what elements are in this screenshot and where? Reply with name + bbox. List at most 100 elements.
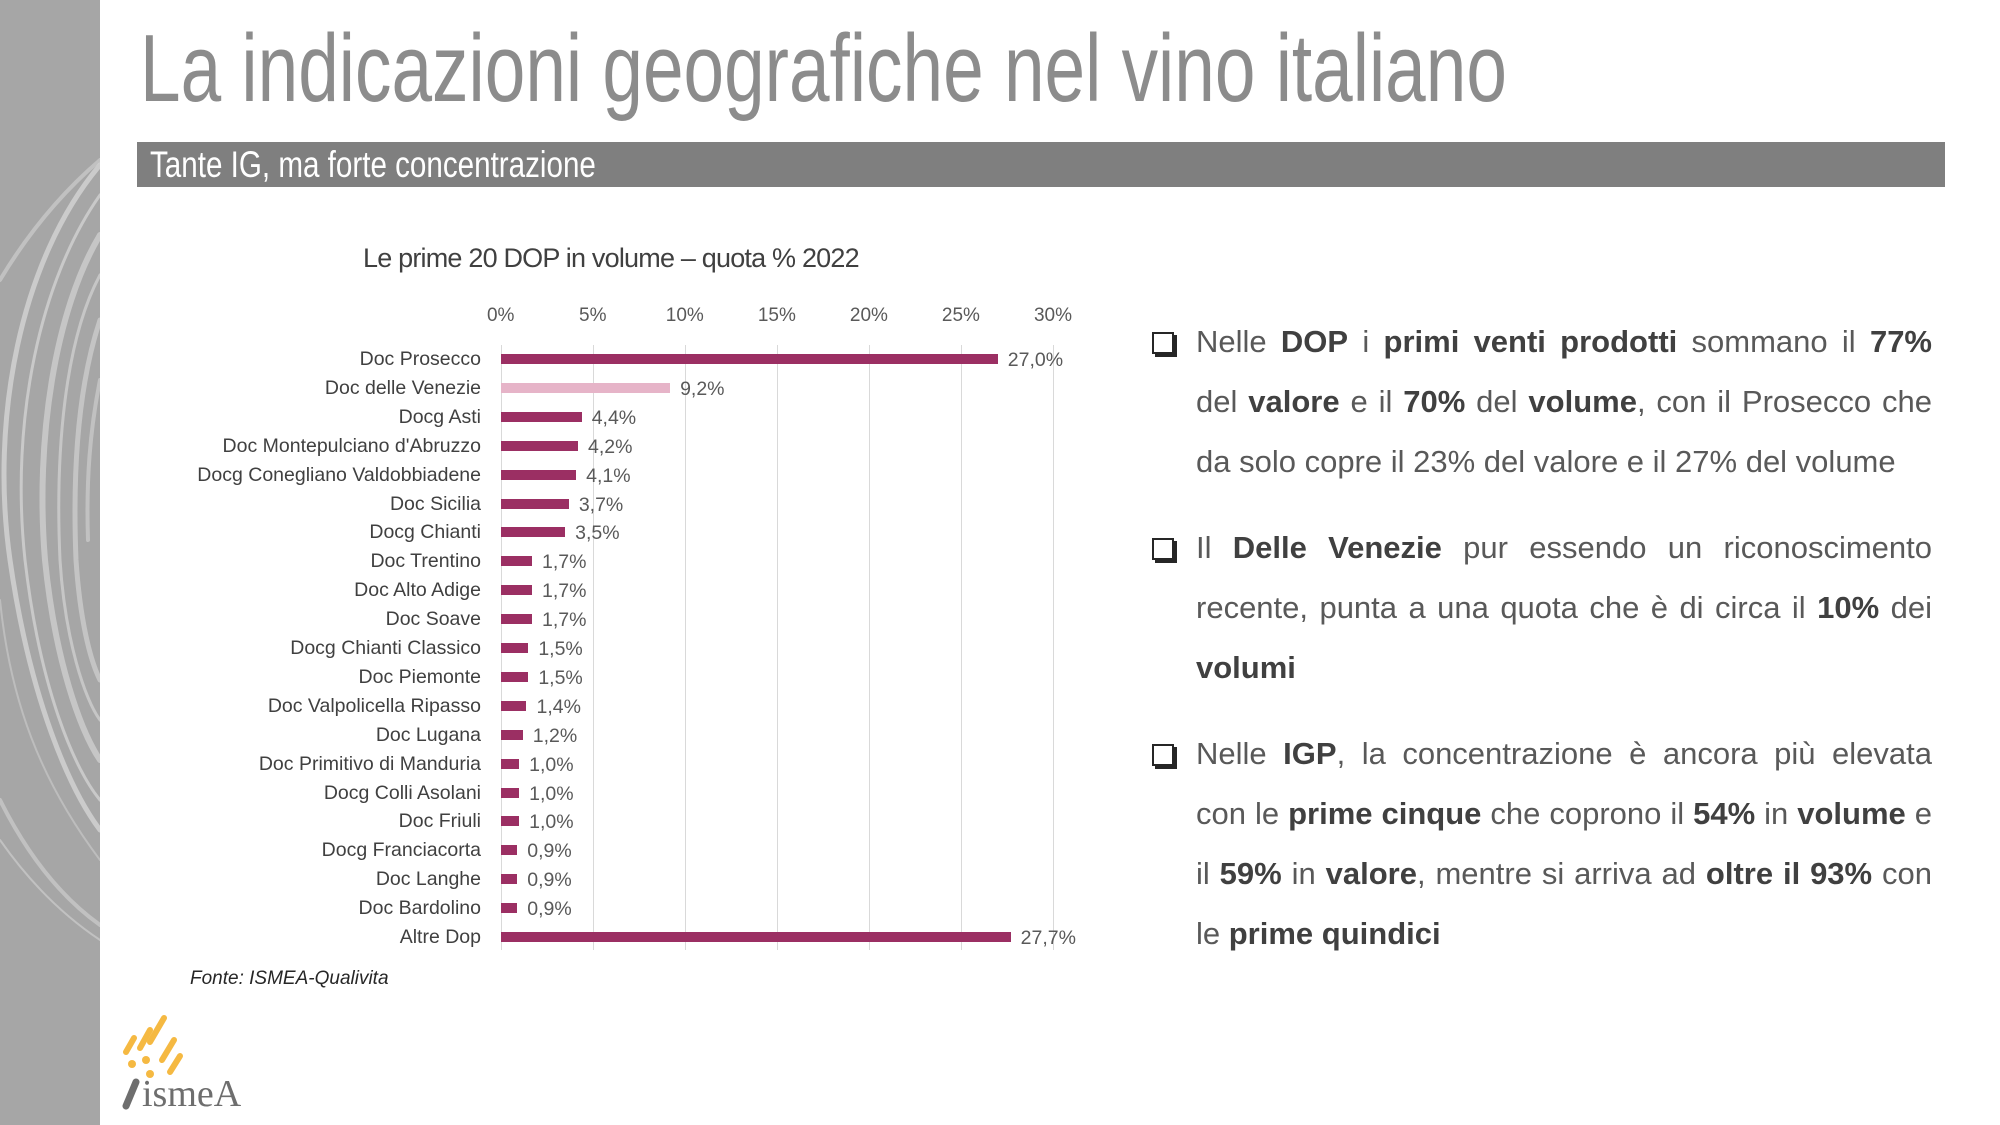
bullet-text: , mentre si arriva ad [1416, 856, 1706, 891]
value-label: 0,9% [527, 869, 572, 892]
gridline [1053, 345, 1054, 950]
category-label: Docg Colli Asolani [323, 781, 481, 804]
bullet-text: Nelle [1196, 324, 1281, 359]
bullet-text: e il [1196, 796, 1933, 891]
value-label: 0,9% [527, 840, 572, 863]
bullet-text: sommano il [1677, 324, 1870, 359]
category-label: Doc Langhe [375, 868, 481, 891]
category-label: Doc delle Venezie [324, 376, 481, 399]
svg-text:ismeA: ismeA [142, 1073, 242, 1115]
bar [500, 614, 532, 625]
bullet-text: Il [1196, 530, 1233, 565]
x-tick-label: 5% [579, 305, 607, 326]
category-label: Doc Lugana [375, 723, 481, 746]
value-label: 3,7% [578, 493, 624, 516]
bullet-text: che coprono il [1481, 796, 1694, 831]
value-label: 1,0% [529, 753, 574, 776]
bullet-emphasis: volumi [1196, 650, 1296, 685]
bullet-emphasis: Delle Venezie [1232, 530, 1442, 565]
bar [500, 671, 529, 682]
ismea-logo: ismeA [112, 1010, 282, 1120]
bar [500, 903, 518, 914]
bar [500, 382, 671, 393]
category-label: Doc Primitivo di Manduria [258, 752, 481, 775]
bullet-emphasis: valore [1325, 856, 1417, 891]
category-label: Doc Valpolicella Ripasso [267, 694, 481, 717]
slide-title: La indicazioni geografiche nel vino ital… [140, 15, 1507, 122]
bar [500, 556, 532, 567]
gridline [777, 345, 778, 950]
category-label: Doc Friuli [398, 810, 481, 833]
bullet-text: , con il Prosecco che da solo copre il 2… [1196, 384, 1932, 479]
bar [500, 527, 566, 538]
bar [500, 469, 577, 480]
bullet-emphasis: prime quindici [1228, 916, 1441, 951]
bar [500, 874, 518, 885]
x-tick-label: 10% [665, 305, 704, 326]
bullet-list: Nelle DOP i primi venti prodotti sommano… [1150, 312, 1932, 990]
chart-title: Le prime 20 DOP in volume – quota % 2022 [363, 243, 860, 273]
bar [500, 440, 578, 451]
bullet-text: Nelle [1196, 736, 1284, 771]
category-label: Doc Sicilia [389, 492, 481, 515]
bullet-text: del [1196, 384, 1249, 419]
arc-decoration-icon [0, 158, 100, 941]
bullet-emphasis: volume [1797, 796, 1906, 831]
value-label: 4,2% [588, 435, 633, 458]
bullet-emphasis: prime cinque [1288, 796, 1482, 831]
category-label: Docg Asti [398, 405, 481, 428]
value-label: 3,5% [575, 522, 620, 545]
bullet-text: pur essendo un riconoscimento recente, p… [1196, 530, 1932, 625]
bar [500, 411, 582, 422]
bullet-text: i [1348, 324, 1384, 359]
source-note: Fonte: ISMEA-Qualivita [190, 968, 389, 989]
x-tick-label: 15% [757, 305, 796, 326]
value-label: 1,5% [538, 666, 583, 689]
bar [500, 700, 527, 711]
bullet-emphasis: 59% [1219, 856, 1282, 891]
bullet-text: , la concentrazione è ancora più elevata… [1196, 736, 1932, 831]
value-label: 27,7% [1020, 927, 1076, 949]
category-label: Doc Bardolino [358, 897, 481, 920]
value-label: 4,1% [586, 464, 631, 487]
category-label: Doc Alto Adige [354, 579, 481, 602]
bar [500, 758, 520, 769]
gridline [593, 345, 594, 950]
value-label: 1,7% [541, 609, 587, 632]
bar [500, 498, 569, 509]
value-label: 1,5% [538, 638, 583, 660]
bullet-text: del [1465, 384, 1529, 419]
checkbox-bullet-icon [1152, 538, 1174, 560]
category-label: Doc Soave [385, 608, 481, 631]
bullet-text: in [1281, 856, 1326, 891]
value-label: 1,2% [532, 724, 578, 747]
bar [500, 816, 520, 827]
value-label: 1,0% [529, 811, 574, 834]
x-tick-label: 20% [849, 305, 888, 326]
slide-subtitle: Tante IG, ma forte concentrazione [150, 144, 596, 185]
value-label: 1,7% [541, 580, 587, 603]
bar [500, 845, 518, 856]
bullet-text: con le [1196, 856, 1932, 951]
bar [500, 932, 1011, 942]
bar [500, 787, 520, 798]
bullet-item: Nelle DOP i primi venti prodotti sommano… [1150, 312, 1932, 492]
checkbox-bullet-icon [1152, 744, 1174, 766]
bullet-emphasis: 54% [1693, 796, 1756, 831]
value-label: 4,4% [591, 406, 637, 429]
ismea-logo-icon: ismeA [122, 1015, 242, 1115]
category-label: Docg Chianti [369, 521, 481, 544]
category-label: Altre Dop [399, 926, 481, 948]
x-tick-label: 0% [486, 305, 515, 326]
value-label: 1,0% [529, 782, 574, 805]
bullet-emphasis: oltre il 93% [1705, 856, 1873, 891]
category-label: Doc Prosecco [359, 348, 481, 370]
left-decorative-band [0, 0, 100, 1125]
x-tick-label: 25% [941, 305, 980, 326]
value-label: 27,0% [1007, 349, 1064, 371]
bullet-emphasis: 10% [1817, 590, 1880, 625]
bar [500, 585, 532, 596]
bullet-emphasis: 70% [1403, 384, 1466, 419]
category-label: Doc Montepulciano d'Abruzzo [222, 434, 481, 457]
gridline [961, 345, 962, 950]
